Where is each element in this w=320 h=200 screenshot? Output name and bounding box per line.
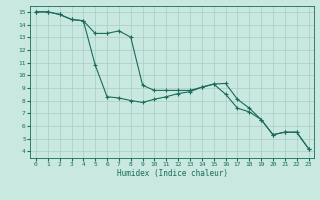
X-axis label: Humidex (Indice chaleur): Humidex (Indice chaleur) — [117, 169, 228, 178]
